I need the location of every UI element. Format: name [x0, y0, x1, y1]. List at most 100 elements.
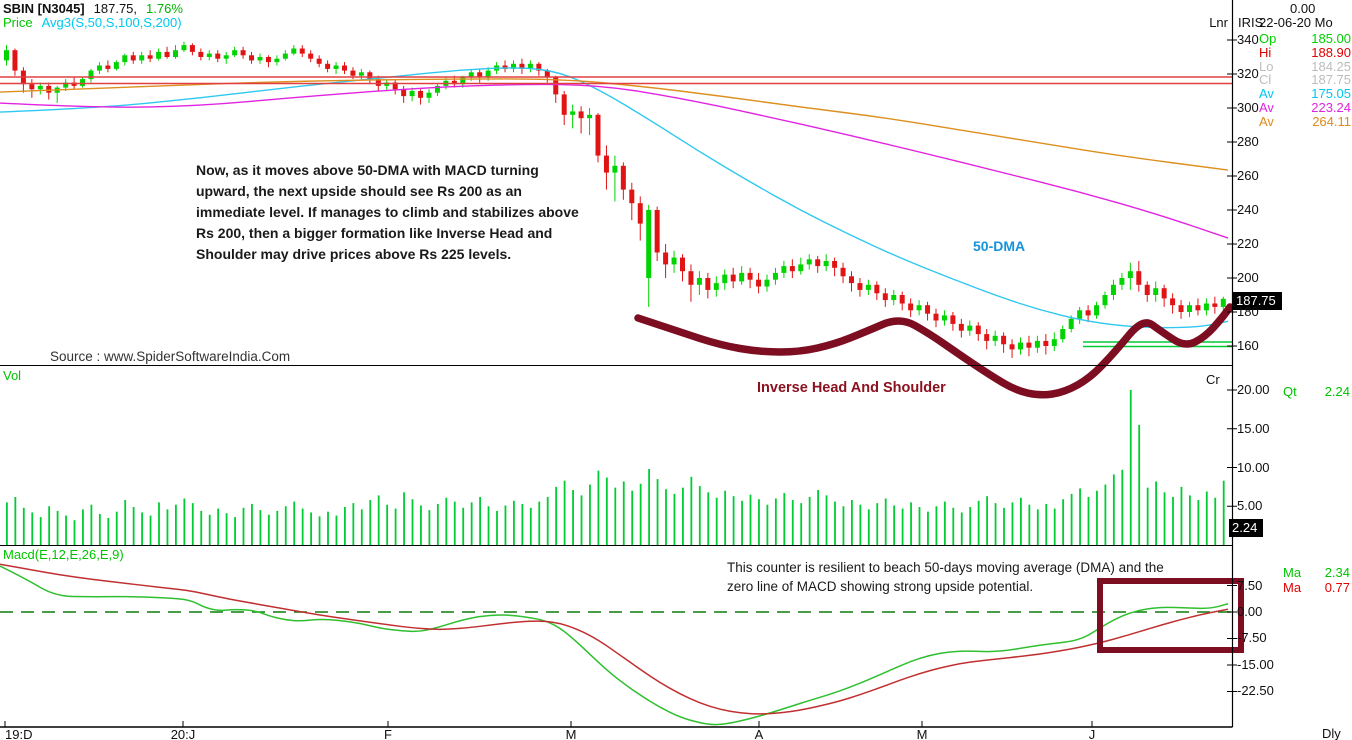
candle-body	[536, 63, 542, 71]
candle-body	[570, 111, 576, 115]
volume-bar	[344, 507, 346, 545]
volume-bar	[56, 510, 59, 545]
volume-bar	[1079, 488, 1081, 545]
candle-body	[925, 305, 931, 314]
candle-body	[1085, 310, 1091, 316]
candle-body	[646, 210, 652, 278]
volume-bar	[200, 510, 203, 545]
macd-analysis-note: This counter is resilient to beach 50-da…	[727, 560, 1164, 594]
volume-bar	[1011, 502, 1014, 545]
volume-bar	[369, 500, 372, 545]
volume-bar	[1053, 508, 1056, 545]
volume-bar	[834, 501, 836, 545]
volume-bar	[82, 509, 84, 545]
volume-bar	[149, 515, 152, 545]
volume-bar	[673, 493, 676, 545]
candle-body	[1161, 288, 1167, 299]
candle-body	[1001, 335, 1007, 345]
macd-axis-tick: 7.50	[1237, 577, 1263, 593]
ma-line-100-DMA	[0, 78, 1229, 171]
volume-bar	[851, 500, 853, 545]
candle-body	[434, 85, 440, 93]
candle-body	[1136, 271, 1142, 285]
volume-bar	[546, 496, 549, 545]
x-axis-label: M	[916, 727, 928, 740]
candle-body	[451, 80, 457, 85]
volume-bar	[952, 507, 955, 545]
candle-body	[933, 313, 939, 321]
candle-body	[418, 91, 424, 98]
volume-axis-tick: 15.00	[1237, 420, 1270, 436]
candle-body	[206, 53, 212, 57]
volume-bar	[800, 503, 803, 545]
candle-body	[696, 278, 702, 285]
volume-bar	[1146, 487, 1149, 545]
candle-body	[857, 283, 863, 290]
volume-bar	[758, 499, 760, 545]
volume-bar	[724, 490, 727, 545]
candle-body	[553, 77, 559, 95]
volume-bar	[960, 512, 963, 545]
volume-bar	[208, 514, 211, 545]
qt-value: 2.24	[1324, 384, 1350, 399]
inverse-hs-curve	[634, 303, 1234, 399]
candle-body	[730, 274, 736, 282]
candle-body	[511, 63, 516, 69]
candle-body	[215, 53, 221, 59]
volume-bar	[1096, 490, 1098, 545]
candle-body	[916, 305, 922, 311]
ma-row: Ma 0.77	[1283, 580, 1350, 595]
macd-axis-tick: 0.00	[1237, 604, 1263, 619]
volume-bar	[986, 496, 988, 545]
ma-row-label: Ma	[1283, 565, 1302, 580]
macd-line-macd	[0, 565, 1229, 726]
candle-body	[713, 283, 719, 290]
candle-body	[113, 62, 119, 69]
volume-bar	[690, 476, 693, 545]
volume-bar	[225, 513, 228, 545]
candle-body	[240, 50, 246, 56]
volume-bar	[741, 500, 743, 545]
volume-bar	[310, 512, 312, 545]
candle-body	[1127, 271, 1133, 278]
candle-body	[308, 53, 314, 59]
quote-row-value: 185.00	[1311, 31, 1351, 46]
quote-row-value: 264.11	[1312, 113, 1351, 129]
candle-body	[612, 165, 618, 173]
series-legend: Price Avg3(S,50,S,100,S,200)	[3, 15, 182, 30]
volume-bar	[479, 496, 481, 545]
volume-bar	[1214, 497, 1217, 545]
candle-body	[1018, 342, 1023, 350]
volume-bar	[918, 507, 921, 545]
candle-body	[316, 58, 322, 64]
candle-body	[1051, 339, 1057, 346]
volume-bar	[234, 517, 236, 545]
volume-bar	[927, 511, 929, 545]
candle-body	[80, 79, 86, 86]
candle-body	[882, 293, 888, 301]
volume-bar	[1155, 481, 1157, 545]
candle-body	[274, 58, 280, 63]
volume-bar	[39, 517, 42, 545]
candle-body	[941, 315, 947, 321]
quote-row-value: 184.25	[1311, 58, 1351, 74]
quote-row: Op 185.00	[1259, 32, 1351, 46]
x-axis-label: A	[754, 727, 764, 740]
volume-bar	[1003, 507, 1005, 545]
volume-bar	[251, 503, 253, 545]
volume-bar	[825, 495, 828, 545]
volume-panel-label: Vol	[3, 368, 22, 383]
candle-body	[63, 82, 69, 88]
volume-bar	[259, 510, 262, 545]
volume-bar	[698, 486, 701, 545]
analysis-note: Now, as it moves above 50-DMA with MACD …	[196, 162, 579, 262]
ma-row: Ma 2.34	[1283, 565, 1350, 580]
volume-bar	[65, 515, 67, 545]
volume-bar	[98, 514, 101, 545]
volume-bar	[732, 496, 735, 545]
volume-bar	[1020, 497, 1022, 545]
volume-bar	[867, 509, 870, 545]
candle-body	[519, 63, 525, 69]
candle-body	[680, 257, 685, 272]
candle-body	[688, 271, 694, 285]
